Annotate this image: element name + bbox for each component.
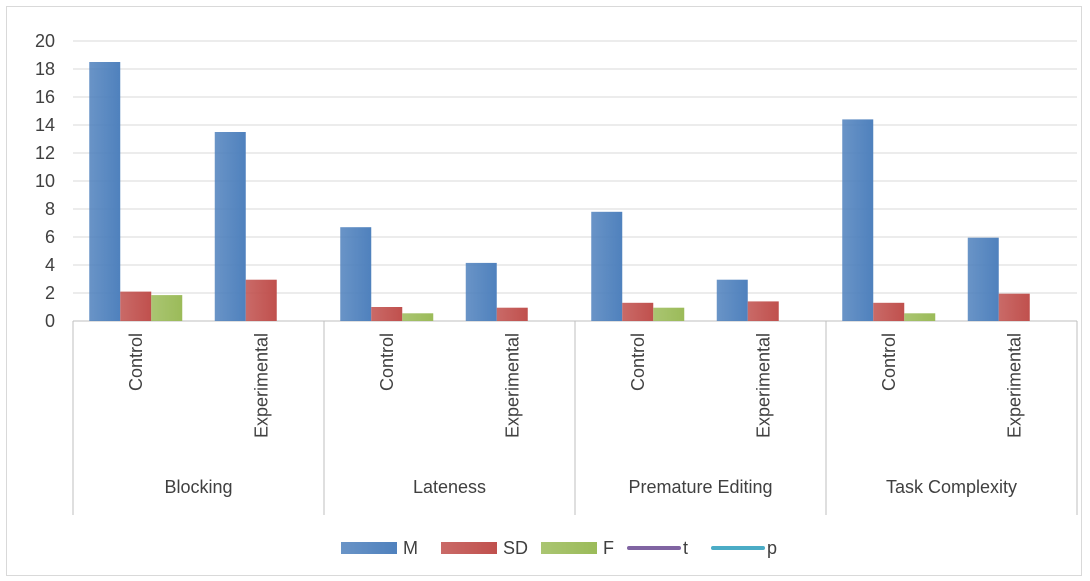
legend-swatch-m — [341, 542, 397, 554]
subcategory-label: Experimental — [251, 333, 271, 438]
y-tick-label: 18 — [35, 59, 55, 79]
subcategory-label: Control — [628, 333, 648, 391]
group-label: Blocking — [164, 477, 232, 497]
subcategory-label: Control — [377, 333, 397, 391]
y-tick-label: 10 — [35, 171, 55, 191]
bar-sd — [496, 307, 528, 321]
legend-label-t: t — [683, 538, 688, 558]
legend-label-p: p — [767, 538, 777, 558]
legend-label-m: M — [403, 538, 418, 558]
bar-sd — [120, 291, 152, 321]
bar-f — [402, 313, 434, 321]
subcategory-label: Control — [126, 333, 146, 391]
y-tick-label: 16 — [35, 87, 55, 107]
bar-m — [340, 227, 372, 321]
bar-f — [904, 313, 936, 321]
subcategory-label: Experimental — [753, 333, 773, 438]
bar-f — [151, 295, 183, 321]
y-tick-label: 4 — [45, 255, 55, 275]
bar-m — [89, 62, 121, 321]
y-tick-label: 14 — [35, 115, 55, 135]
bar-m — [967, 237, 999, 321]
y-tick-label: 6 — [45, 227, 55, 247]
bar-m — [465, 262, 497, 321]
legend-swatch-f — [541, 542, 597, 554]
bar-m — [591, 211, 623, 321]
bar-m — [214, 132, 246, 321]
subcategory-label: Control — [879, 333, 899, 391]
y-tick-label: 12 — [35, 143, 55, 163]
bar-f — [653, 307, 685, 321]
y-tick-label: 8 — [45, 199, 55, 219]
bar-m — [842, 119, 874, 322]
chart-svg: 0 2 4 6 8 10 12 14 16 18 20 Control Experimental Cont… — [35, 31, 1078, 558]
bar-sd — [371, 307, 403, 321]
subcategory-label: Experimental — [1004, 333, 1024, 438]
y-tick-label: 2 — [45, 283, 55, 303]
bar-m — [716, 279, 748, 321]
bar-sd — [998, 293, 1030, 321]
y-tick-label: 20 — [35, 31, 55, 51]
group-label: Task Complexity — [886, 477, 1017, 497]
bar-sd — [245, 279, 277, 321]
legend-label-sd: SD — [503, 538, 528, 558]
legend-swatch-sd — [441, 542, 497, 554]
subcategory-label: Experimental — [502, 333, 522, 438]
group-label: Premature Editing — [628, 477, 772, 497]
legend-label-f: F — [603, 538, 614, 558]
bar-sd — [622, 302, 654, 321]
group-label: Lateness — [413, 477, 486, 497]
chart-area: 0 2 4 6 8 10 12 14 16 18 20 Control Experimental Cont… — [6, 6, 1082, 576]
y-tick-label: 0 — [45, 311, 55, 331]
bar-sd — [873, 302, 905, 321]
bar-sd — [747, 301, 779, 321]
